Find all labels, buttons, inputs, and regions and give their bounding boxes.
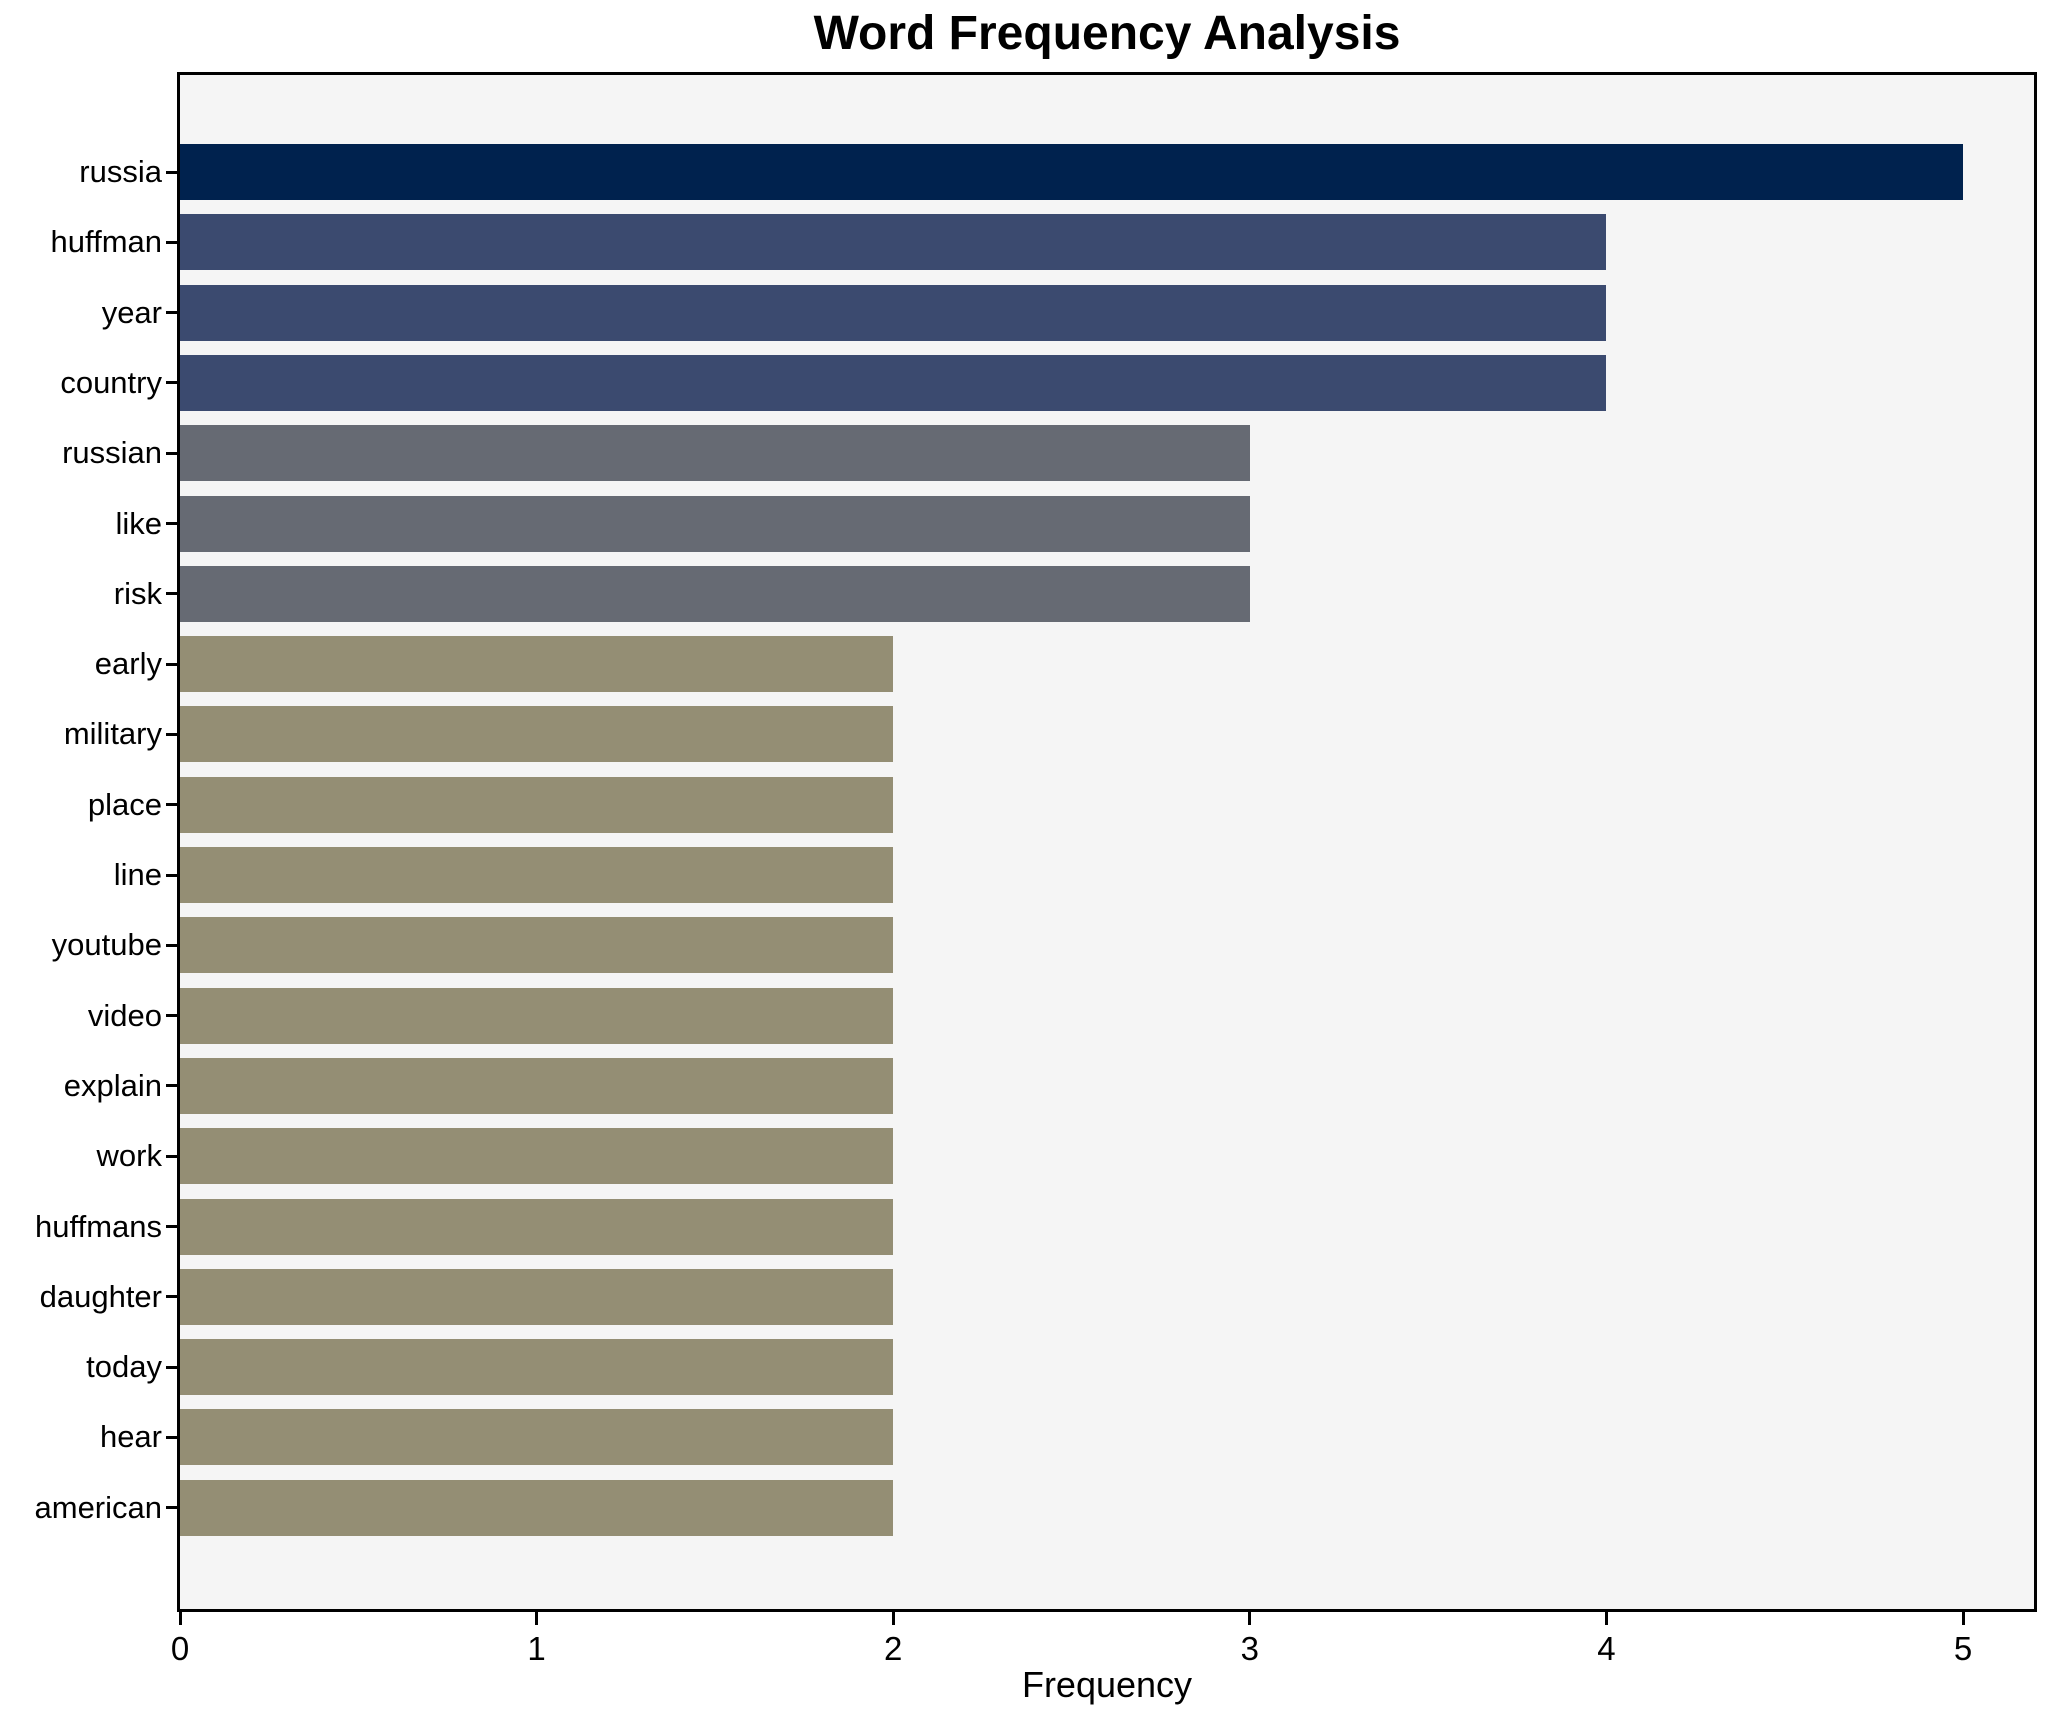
bar-line <box>180 847 894 903</box>
y-tick-label: year <box>101 294 162 330</box>
y-tick-mark <box>166 522 177 525</box>
bar-russian <box>180 425 1250 482</box>
y-tick-label: place <box>87 786 162 822</box>
y-tick-label: military <box>63 716 162 752</box>
bar-american <box>180 1479 894 1536</box>
y-tick-label: russia <box>79 154 162 189</box>
y-tick-mark <box>166 662 177 666</box>
x-tick-label: 4 <box>1597 1630 1616 1667</box>
x-tick-label: 2 <box>884 1630 903 1667</box>
x-tick-mark <box>891 1612 895 1625</box>
y-tick-label: russian <box>62 435 162 471</box>
bar-like <box>180 495 1250 552</box>
y-tick-mark <box>166 803 177 807</box>
y-tick-mark <box>166 873 177 877</box>
y-tick-mark <box>166 1435 177 1439</box>
y-tick-label: huffman <box>50 224 162 260</box>
y-tick-label: like <box>115 505 162 541</box>
y-tick-mark <box>166 1084 177 1088</box>
bar-place <box>180 776 894 833</box>
y-tick-mark <box>166 381 177 385</box>
y-tick-label: country <box>60 364 162 400</box>
bar-russia <box>180 144 1963 200</box>
y-tick-mark <box>166 1506 177 1510</box>
x-tick-label: 1 <box>527 1630 546 1667</box>
bar-year <box>180 284 1607 341</box>
y-tick-label: american <box>34 1489 163 1525</box>
y-tick-mark <box>166 311 177 315</box>
bar-military <box>180 706 894 763</box>
y-tick-label: work <box>96 1138 162 1174</box>
x-tick-mark <box>178 1612 182 1625</box>
x-tick-label: 0 <box>170 1630 190 1667</box>
y-tick-label: risk <box>113 575 162 611</box>
bar-daughter <box>180 1268 894 1325</box>
x-tick-mark <box>1604 1612 1608 1625</box>
y-tick-mark <box>166 451 177 455</box>
x-tick-mark <box>1248 1612 1252 1625</box>
y-tick-mark <box>166 170 177 174</box>
y-tick-mark <box>166 1225 177 1228</box>
y-tick-label: hear <box>99 1419 162 1455</box>
y-tick-mark <box>166 1365 177 1369</box>
bar-work <box>180 1128 894 1185</box>
y-tick-mark <box>166 240 177 244</box>
bar-early <box>180 636 894 693</box>
y-tick-label: daughter <box>39 1278 162 1314</box>
x-tick-label: 3 <box>1240 1630 1259 1667</box>
y-tick-label: youtube <box>51 927 162 963</box>
bars-container <box>180 75 2034 1609</box>
bar-huffmans <box>180 1198 894 1255</box>
y-tick-label: today <box>86 1349 162 1385</box>
y-tick-mark <box>166 1154 177 1158</box>
y-tick-label: huffmans <box>35 1208 162 1244</box>
bar-explain <box>180 1057 894 1114</box>
x-tick-label: 5 <box>1953 1630 1973 1667</box>
x-tick-mark <box>535 1612 539 1625</box>
y-tick-label: early <box>94 646 162 682</box>
y-tick-mark <box>166 732 177 736</box>
x-tick-mark <box>1961 1612 1965 1625</box>
y-tick-mark <box>166 943 177 947</box>
chart-title: Word Frequency Analysis <box>813 7 1401 60</box>
bar-country <box>180 354 1607 411</box>
bar-youtube <box>180 917 894 974</box>
y-tick-mark <box>166 592 177 596</box>
y-tick-label: video <box>87 997 162 1033</box>
x-axis-label: Frequency <box>1021 1664 1193 1705</box>
bar-hear <box>180 1409 894 1466</box>
y-tick-label: line <box>113 857 162 892</box>
bar-risk <box>180 565 1250 622</box>
bar-today <box>180 1339 894 1396</box>
y-tick-label: explain <box>63 1067 162 1103</box>
y-tick-mark <box>166 1295 177 1299</box>
bar-huffman <box>180 214 1607 271</box>
plot-area <box>177 72 2037 1612</box>
y-tick-mark <box>166 1014 177 1018</box>
bar-video <box>180 987 894 1044</box>
